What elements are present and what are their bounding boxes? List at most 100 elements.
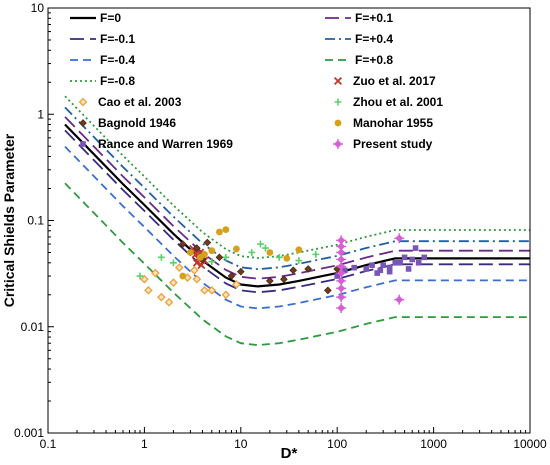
curve-f-0-8 — [64, 95, 530, 259]
point-zuo-et-al-2017 — [197, 261, 206, 270]
legend-label: Bagnold 1946 — [98, 116, 176, 130]
point-manohar-1955 — [216, 228, 223, 236]
point-cao-et-al-2003 — [174, 263, 184, 272]
point-rance-and-warren-1969 — [351, 264, 357, 271]
point-zhou-et-al-2001 — [136, 272, 144, 280]
legend-swatch — [78, 97, 88, 107]
point-present-study — [336, 235, 347, 246]
point-manohar-1955 — [232, 245, 240, 253]
legend-swatch — [333, 139, 343, 149]
point-rance-and-warren-1969 — [377, 267, 384, 274]
point-cao-et-al-2003 — [221, 290, 231, 300]
point-rance-and-warren-1969 — [397, 259, 403, 266]
curve-f-0-8 — [64, 182, 530, 347]
x-tick-label: 0.1 — [40, 437, 57, 451]
legend-label: F=-0.4 — [100, 53, 135, 67]
legend-label: Present study — [353, 137, 433, 151]
legend-label: F=-0.8 — [100, 74, 135, 88]
point-bagnold-1946 — [304, 265, 313, 273]
legend-swatch — [80, 141, 86, 147]
curve-f-0 — [64, 123, 530, 288]
point-cao-et-al-2003 — [144, 286, 153, 295]
x-tick-label: 1000 — [420, 437, 447, 451]
point-present-study — [394, 294, 405, 305]
point-zhou-et-al-2001 — [257, 240, 264, 248]
legend-label: F=-0.1 — [100, 32, 135, 46]
plot-frame — [47, 7, 531, 434]
point-rance-and-warren-1969 — [342, 267, 348, 274]
point-manohar-1955 — [222, 226, 230, 234]
point-zhou-et-al-2001 — [295, 257, 303, 264]
point-cao-et-al-2003 — [169, 278, 178, 287]
point-rance-and-warren-1969 — [421, 254, 428, 261]
curve-f-0-4 — [64, 145, 530, 310]
point-manohar-1955 — [208, 247, 216, 255]
point-present-study — [336, 292, 347, 303]
x-tick-label: 1 — [141, 437, 148, 451]
x-tick-label: 10 — [234, 437, 248, 451]
point-rance-and-warren-1969 — [369, 262, 375, 268]
point-zhou-et-al-2001 — [222, 253, 230, 261]
point-rance-and-warren-1969 — [415, 259, 422, 266]
y-tick-label: 10 — [31, 1, 45, 15]
point-bagnold-1946 — [203, 238, 212, 247]
legend-label: Cao et al. 2003 — [98, 95, 182, 109]
point-zhou-et-al-2001 — [262, 244, 269, 252]
legend-label: Zuo et al. 2017 — [353, 74, 436, 88]
point-zhou-et-al-2001 — [248, 249, 256, 256]
point-zhou-et-al-2001 — [275, 253, 283, 261]
y-axis-title: Critical Shields Parameter — [1, 133, 17, 307]
point-zhou-et-al-2001 — [157, 253, 165, 261]
point-rance-and-warren-1969 — [374, 270, 381, 276]
point-bagnold-1946 — [215, 253, 224, 262]
point-manohar-1955 — [186, 249, 194, 256]
point-rance-and-warren-1969 — [401, 254, 408, 261]
point-rance-and-warren-1969 — [363, 266, 370, 272]
point-manohar-1955 — [201, 250, 208, 258]
point-present-study — [394, 233, 405, 244]
point-rance-and-warren-1969 — [412, 245, 419, 251]
y-tick-label: 0.1 — [27, 214, 44, 228]
point-bagnold-1946 — [265, 277, 274, 285]
point-bagnold-1946 — [227, 272, 236, 280]
point-rance-and-warren-1969 — [392, 259, 399, 266]
axis-ticks: 0.1 1 10 100 1000 10000 0.001 0.01 0.1 1 10 — [14, 1, 547, 451]
point-cao-et-al-2003 — [157, 292, 166, 302]
x-axis-title: D* — [281, 445, 298, 462]
point-rance-and-warren-1969 — [405, 266, 412, 272]
legend-label: Manohar 1955 — [353, 116, 433, 130]
legend-swatch — [334, 98, 342, 106]
y-tick-label: 0.01 — [21, 320, 45, 334]
point-bagnold-1946 — [324, 286, 332, 295]
point-manohar-1955 — [283, 254, 291, 262]
legend-label: F=0 — [100, 11, 121, 25]
legend-label: F=+0.1 — [355, 11, 393, 25]
legend-label: Rance and Warren 1969 — [98, 137, 233, 151]
point-bagnold-1946 — [280, 275, 288, 284]
curve-f-0-4 — [64, 106, 530, 271]
point-cao-et-al-2003 — [192, 274, 202, 284]
legend-label: F=+0.8 — [355, 53, 393, 67]
point-cao-et-al-2003 — [151, 268, 160, 278]
point-manohar-1955 — [295, 246, 303, 254]
point-rance-and-warren-1969 — [334, 273, 340, 279]
point-bagnold-1946 — [236, 267, 245, 276]
legend-label: F=+0.4 — [355, 32, 393, 46]
x-tick-label: 10000 — [513, 437, 547, 451]
plot-marks — [64, 95, 530, 347]
legend-swatch — [334, 119, 342, 127]
point-present-study — [336, 303, 347, 314]
legend-swatch — [79, 119, 87, 127]
legend: F=0 F=+0.1 F=-0.1 F=+0.4 F=-0.4 F=+0.8 F=-0.8 Z… — [70, 11, 443, 151]
point-cao-et-al-2003 — [207, 286, 217, 295]
point-bagnold-1946 — [289, 266, 298, 275]
point-zhou-et-al-2001 — [208, 258, 216, 266]
point-rance-and-warren-1969 — [386, 268, 393, 275]
legend-label: Zhou et al. 2001 — [353, 95, 443, 109]
y-tick-label: 1 — [37, 107, 44, 121]
x-tick-label: 100 — [327, 437, 347, 451]
point-manohar-1955 — [179, 272, 187, 280]
point-rance-and-warren-1969 — [386, 264, 393, 271]
point-zhou-et-al-2001 — [312, 250, 320, 258]
